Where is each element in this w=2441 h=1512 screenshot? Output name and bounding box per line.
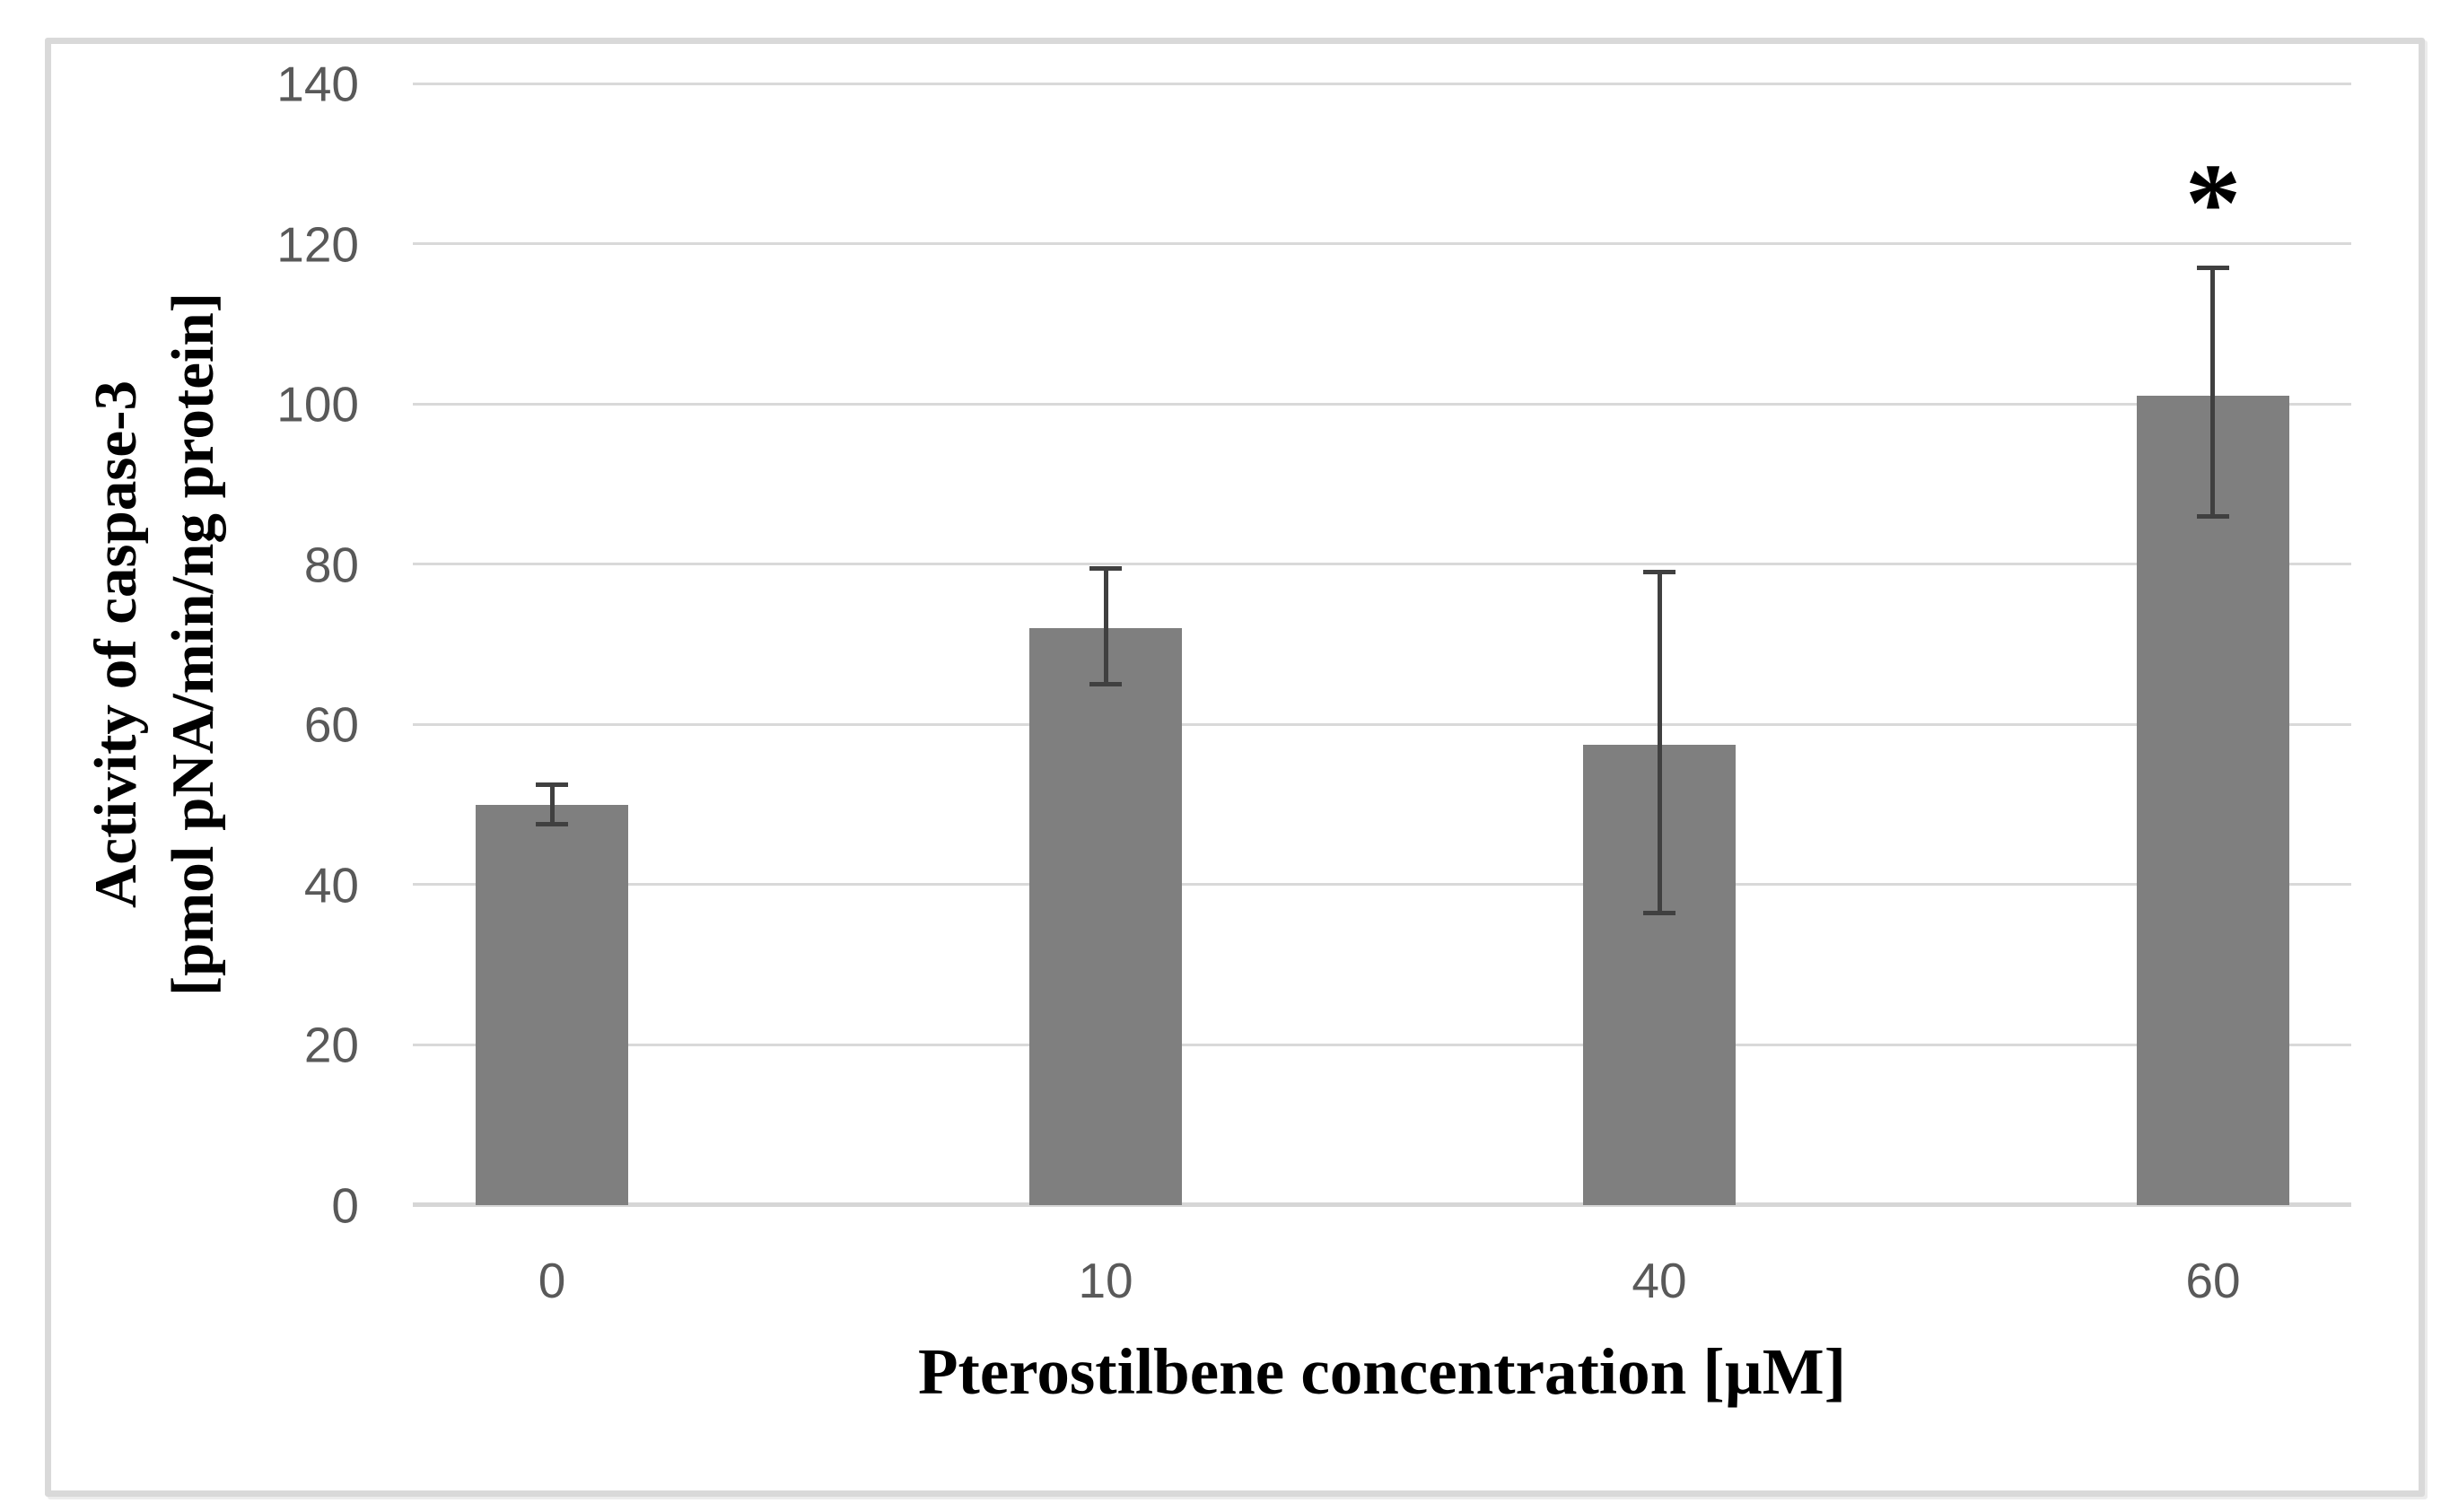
y-tick-label-120: 120 — [276, 216, 359, 273]
significance-asterisk: * — [2184, 141, 2242, 266]
plot-area: * — [413, 82, 2351, 1207]
gridline-y80 — [413, 563, 2351, 566]
y-axis-title-line1: Activity of caspase-3 — [83, 380, 149, 908]
error-bar-line — [1657, 572, 1662, 913]
error-bar-line — [2210, 267, 2216, 517]
error-bar-line — [1103, 568, 1108, 685]
error-bar-cap-top — [1643, 570, 1675, 575]
bar-10uM — [1029, 628, 1183, 1205]
error-bar-cap-bottom — [1643, 910, 1675, 915]
error-bar-line — [549, 784, 555, 825]
error-bar-cap-top — [2196, 265, 2229, 270]
bar-60uM — [2136, 396, 2289, 1205]
x-axis-title: Pterostilbene concentration [µM] — [917, 1335, 1847, 1408]
gridline-y140 — [413, 82, 2351, 85]
y-tick-label-20: 20 — [303, 1017, 359, 1073]
gridline-y120 — [413, 242, 2351, 246]
x-tick-label-10: 10 — [1078, 1253, 1133, 1308]
x-tick-label-40: 40 — [1632, 1253, 1687, 1308]
error-bar-cap-top — [1089, 565, 1123, 571]
error-bar-cap-bottom — [1089, 682, 1123, 687]
y-tick-label-140: 140 — [276, 56, 359, 112]
error-bar-cap-top — [536, 782, 569, 787]
gridline-y20 — [413, 1043, 2351, 1046]
x-axis-line — [413, 1202, 2351, 1207]
x-tick-label-60: 60 — [2185, 1253, 2241, 1308]
y-tick-label-0: 0 — [331, 1177, 359, 1234]
y-tick-label-100: 100 — [276, 376, 359, 433]
x-tick-label-0: 0 — [538, 1253, 566, 1308]
y-tick-label-80: 80 — [303, 537, 359, 593]
error-bar-cap-bottom — [536, 822, 569, 827]
gridline-y100 — [413, 402, 2351, 406]
gridline-y40 — [413, 883, 2351, 887]
chart-frame — [45, 38, 2425, 1497]
gridline-y60 — [413, 722, 2351, 726]
y-tick-label-60: 60 — [303, 696, 359, 753]
y-tick-label-40: 40 — [303, 857, 359, 913]
bar-0uM — [476, 804, 629, 1205]
error-bar-cap-bottom — [2196, 513, 2229, 519]
